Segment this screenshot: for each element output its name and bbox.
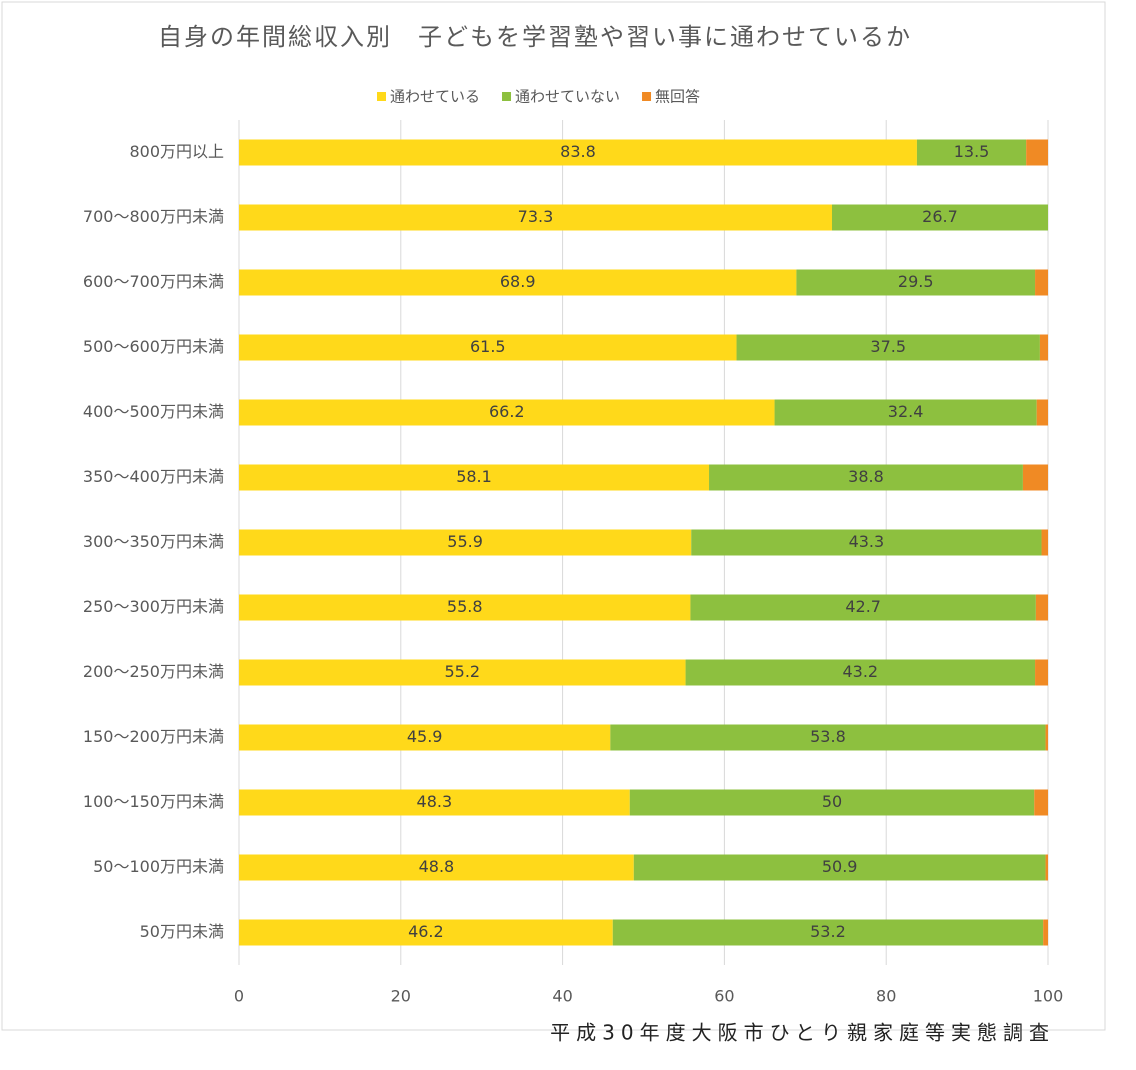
bar-segment xyxy=(774,399,1037,426)
bar-segment xyxy=(239,269,797,296)
bar-segment xyxy=(610,724,1046,751)
bar-segment xyxy=(633,854,1046,881)
bar-segment xyxy=(1043,919,1048,946)
data-label: 50.9 xyxy=(822,857,858,876)
data-label: 68.9 xyxy=(500,272,536,291)
y-tick-label: 250～300万円未満 xyxy=(83,597,224,616)
bar-segment xyxy=(796,269,1036,296)
bar-segment xyxy=(612,919,1044,946)
bar-segment xyxy=(690,594,1036,621)
bar-segment xyxy=(239,789,630,816)
bar-segment xyxy=(239,854,634,881)
bar-segment xyxy=(239,529,692,556)
y-tick-label: 800万円以上 xyxy=(129,142,224,161)
x-tick-label: 0 xyxy=(234,987,244,1006)
legend-swatch xyxy=(502,92,512,101)
y-tick-label: 200～250万円未満 xyxy=(83,662,224,681)
x-tick-label: 60 xyxy=(714,987,734,1006)
data-label: 29.5 xyxy=(898,272,934,291)
bar-segment xyxy=(1026,139,1048,166)
bar-segment xyxy=(916,139,1027,166)
y-tick-label: 100～150万円未満 xyxy=(83,792,224,811)
source: 平成30年度大阪市ひとり親家庭等実態調査 xyxy=(550,1021,1055,1045)
bar-segment xyxy=(1035,659,1048,686)
bar-segment xyxy=(1034,789,1048,816)
y-tick-label: 600～700万円未満 xyxy=(83,272,224,291)
bar-segment xyxy=(1045,854,1048,881)
data-label: 26.7 xyxy=(922,207,958,226)
y-tick-label: 150～200万円未満 xyxy=(83,727,224,746)
bar-segment xyxy=(1036,399,1048,426)
bar-segment xyxy=(691,529,1042,556)
data-label: 55.2 xyxy=(444,662,480,681)
bar-segment xyxy=(629,789,1035,816)
bar-segment xyxy=(239,659,686,686)
bar-segment xyxy=(1035,594,1048,621)
data-label: 66.2 xyxy=(489,402,525,421)
y-tick-label: 300～350万円未満 xyxy=(83,532,224,551)
data-label: 38.8 xyxy=(848,467,884,486)
data-label: 37.5 xyxy=(870,337,906,356)
y-tick-label: 500～600万円未満 xyxy=(83,337,224,356)
data-label: 53.2 xyxy=(810,922,846,941)
bar-segment xyxy=(1035,269,1048,296)
x-tick-label: 20 xyxy=(391,987,411,1006)
y-tick-label: 700～800万円未満 xyxy=(83,207,224,226)
y-tick-label: 50～100万円未満 xyxy=(93,857,224,876)
data-label: 73.3 xyxy=(518,207,554,226)
legend-label: 通わせていない xyxy=(515,88,620,106)
data-label: 43.2 xyxy=(842,662,878,681)
x-tick-label: 80 xyxy=(876,987,896,1006)
legend-label: 無回答 xyxy=(655,88,700,106)
data-label: 48.8 xyxy=(419,857,455,876)
data-label: 43.3 xyxy=(849,532,885,551)
x-tick-label: 100 xyxy=(1033,987,1064,1006)
bar-segment xyxy=(1041,529,1048,556)
data-label: 58.1 xyxy=(456,467,492,486)
data-label: 50 xyxy=(822,792,842,811)
y-tick-label: 350～400万円未満 xyxy=(83,467,224,486)
y-tick-label: 400～500万円未満 xyxy=(83,402,224,421)
bar-segment xyxy=(239,464,710,491)
bar-segment xyxy=(239,399,775,426)
data-label: 48.3 xyxy=(417,792,453,811)
legend-label: 通わせている xyxy=(390,88,480,106)
bar-segment xyxy=(1039,334,1048,361)
bar-segment xyxy=(831,204,1048,231)
legend-swatch xyxy=(642,92,652,101)
bar-segment xyxy=(685,659,1036,686)
bar-segment xyxy=(1045,724,1048,751)
bar-segment xyxy=(239,139,917,166)
bar-segment xyxy=(736,334,1040,361)
bar-segment xyxy=(709,464,1023,491)
y-tick-label: 50万円未満 xyxy=(140,922,224,941)
data-label: 83.8 xyxy=(560,142,596,161)
data-label: 61.5 xyxy=(470,337,506,356)
data-label: 55.8 xyxy=(447,597,483,616)
data-label: 32.4 xyxy=(888,402,924,421)
bar-segment xyxy=(239,594,691,621)
data-label: 46.2 xyxy=(408,922,444,941)
data-label: 42.7 xyxy=(845,597,881,616)
bar-segment xyxy=(239,724,611,751)
data-label: 55.9 xyxy=(447,532,483,551)
x-tick-label: 40 xyxy=(552,987,572,1006)
data-label: 13.5 xyxy=(954,142,990,161)
bar-segment xyxy=(1022,464,1048,491)
bar-segment xyxy=(239,334,737,361)
legend-swatch xyxy=(377,92,386,101)
data-label: 53.8 xyxy=(810,727,846,746)
chart-title: 自身の年間総収入別 子どもを学習塾や習い事に通わせているか xyxy=(158,23,912,51)
bar-segment xyxy=(239,204,832,231)
bar-segment xyxy=(239,919,613,946)
data-label: 45.9 xyxy=(407,727,443,746)
